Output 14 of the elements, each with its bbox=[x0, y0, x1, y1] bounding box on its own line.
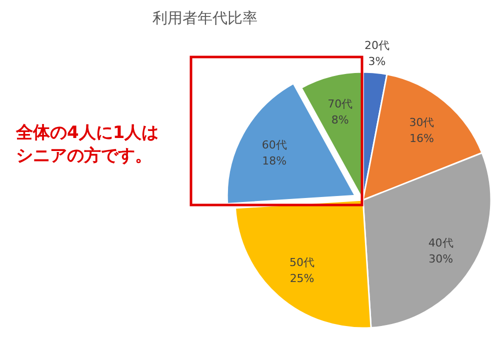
data-label: 30% bbox=[428, 252, 454, 266]
slice-label: 50代 bbox=[290, 256, 315, 270]
text: 全体の4人に1人はシニアの方です。 bbox=[16, 122, 160, 168]
slice-label: 20代 bbox=[364, 39, 390, 52]
slice-label: 60代 bbox=[262, 138, 287, 152]
data-label: 8% bbox=[331, 114, 349, 127]
data-label: 16% bbox=[410, 132, 434, 145]
slice-label: 30代 bbox=[409, 116, 434, 129]
slice-label: 70代 bbox=[328, 98, 353, 111]
slice-label: 40代 bbox=[428, 236, 454, 250]
data-label: 18% bbox=[262, 154, 287, 168]
data-label: 3% bbox=[368, 55, 386, 68]
chart-title: 利用者年代比率 bbox=[152, 9, 258, 27]
data-label: 25% bbox=[290, 272, 314, 286]
